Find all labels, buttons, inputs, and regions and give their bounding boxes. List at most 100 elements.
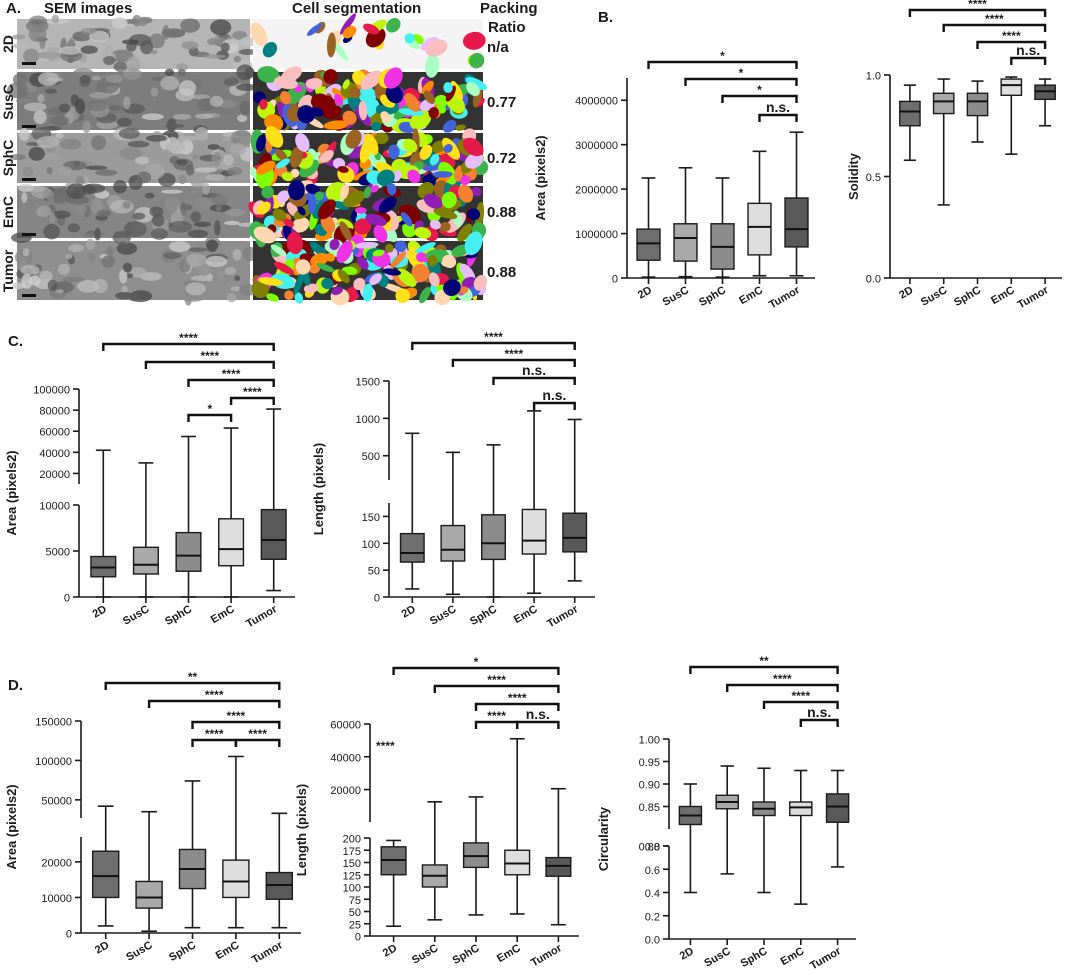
significance-label: **** xyxy=(487,709,506,723)
box-tumor xyxy=(260,508,287,560)
sem-cell-texture xyxy=(96,209,112,218)
y-tick-label: 1000 xyxy=(356,414,380,426)
x-tick-label: SusC xyxy=(661,284,691,308)
significance-label: * xyxy=(720,49,725,63)
significance-bracket xyxy=(684,77,798,86)
sem-cell-texture xyxy=(122,96,131,110)
significance-bracket xyxy=(144,360,275,369)
segmented-cell xyxy=(429,219,441,230)
segmented-cell xyxy=(286,231,303,255)
segmented-cell xyxy=(321,277,334,290)
box-tumor xyxy=(784,197,809,248)
x-tick-label: 2D xyxy=(678,945,696,962)
segmented-cell xyxy=(281,172,294,182)
significance-bracket xyxy=(721,94,798,103)
sem-cell-texture xyxy=(59,46,83,55)
segmented-cell xyxy=(256,160,276,175)
sem-cell-texture xyxy=(164,68,175,77)
significance-label: * xyxy=(474,655,479,669)
sem-cell-texture xyxy=(225,38,240,45)
segmented-cell xyxy=(365,213,387,227)
sem-cell-texture xyxy=(205,255,228,268)
scale-bar xyxy=(22,178,36,181)
x-tick-label: SphC xyxy=(451,942,482,967)
significance-bracket xyxy=(474,702,560,711)
segmented-cell xyxy=(307,23,323,36)
sem-cell-texture xyxy=(110,49,134,63)
row-label-susc: SusC xyxy=(0,84,16,120)
x-tick-label: Tumor xyxy=(250,939,286,966)
box-2d xyxy=(636,228,661,261)
sem-cell-texture xyxy=(103,56,116,66)
segmented-cell xyxy=(385,85,404,104)
segmented-cell xyxy=(423,193,443,209)
segmented-cell xyxy=(331,88,346,101)
significance-label: * xyxy=(739,66,744,80)
y-tick-label: 175 xyxy=(343,846,361,858)
sem-cell-texture xyxy=(21,273,33,290)
segmented-cell xyxy=(464,231,483,256)
segmented-cell xyxy=(345,129,362,149)
sem-cell-texture xyxy=(77,279,99,293)
y-tick-label: 150 xyxy=(362,512,380,524)
segmented-cell xyxy=(287,180,305,201)
segmented-cell xyxy=(407,169,421,184)
sem-cell-texture xyxy=(57,166,73,177)
y-tick-label: 150000 xyxy=(35,717,72,729)
sem-cell-texture xyxy=(187,247,208,253)
sem-cell-texture xyxy=(127,140,150,148)
sem-cell-texture xyxy=(81,183,106,194)
segmented-cell xyxy=(297,105,316,124)
significance-bracket xyxy=(799,718,839,727)
significance-label: **** xyxy=(205,688,224,702)
y-tick-label: 10000 xyxy=(39,501,70,513)
segmented-cell xyxy=(342,110,357,125)
segmented-cell xyxy=(429,153,440,166)
box-susc xyxy=(132,546,159,575)
segmented-cell xyxy=(363,23,380,35)
segmented-cell xyxy=(378,196,397,214)
sem-cell-texture xyxy=(45,88,58,94)
y-axis-label: Length (pixels) xyxy=(294,784,309,876)
segmented-cell xyxy=(337,269,350,284)
significance-bracket xyxy=(433,684,560,693)
sem-cell-texture xyxy=(140,40,154,55)
sem-cell-texture xyxy=(176,159,188,166)
significance-bracket xyxy=(147,699,281,708)
y-tick-label: 20000 xyxy=(39,469,70,481)
segmented-cell xyxy=(395,288,410,304)
significance-bracket xyxy=(647,60,798,69)
sem-cell-texture xyxy=(116,117,132,127)
significance-label: * xyxy=(757,83,762,97)
sem-cell-texture xyxy=(161,189,183,194)
sem-cell-texture xyxy=(65,253,73,260)
sem-cell-texture xyxy=(181,41,199,50)
y-tick-label: 4000000 xyxy=(575,96,618,108)
sem-cell-texture xyxy=(62,276,85,283)
segmented-cell xyxy=(342,190,366,208)
box-susc xyxy=(673,223,698,262)
sem-cell-texture xyxy=(223,154,234,166)
sem-cell-texture xyxy=(226,292,237,303)
sem-cell-texture xyxy=(162,252,182,259)
x-tick-label: SusC xyxy=(121,603,151,627)
x-tick-label: SusC xyxy=(124,939,154,963)
segmented-cell xyxy=(265,126,284,148)
sem-cell-texture xyxy=(86,100,108,112)
sem-cell-texture xyxy=(176,63,189,72)
y-axis-label: Area (pixels2) xyxy=(4,784,19,869)
sem-cell-texture xyxy=(187,229,209,238)
segmented-cell xyxy=(340,184,349,200)
segmented-cell xyxy=(382,268,402,276)
sem-cell-texture xyxy=(85,238,96,251)
segmented-cell xyxy=(305,183,320,195)
segmented-cell xyxy=(443,82,453,93)
sem-cell-texture xyxy=(122,262,133,273)
significance-label: n.s. xyxy=(807,704,831,720)
scale-bar xyxy=(22,233,36,236)
box-tumor xyxy=(562,512,588,553)
sem-cell-texture xyxy=(178,174,187,185)
x-tick-label: EmC xyxy=(214,939,242,962)
significance-bracket xyxy=(451,358,576,367)
